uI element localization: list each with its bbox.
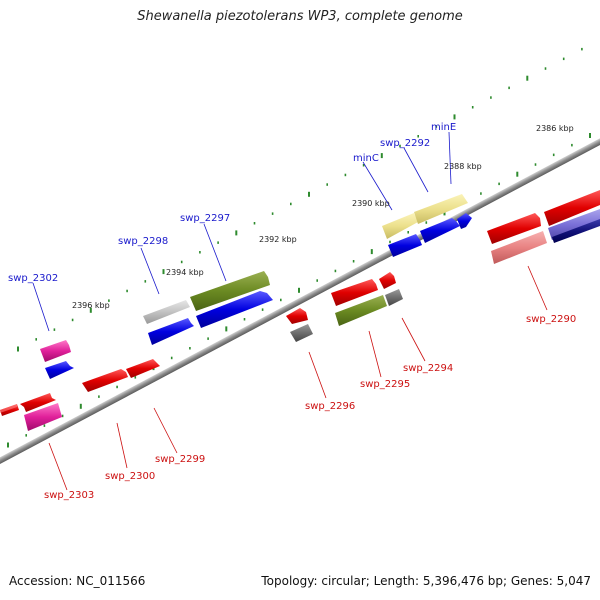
gene-label: swp_2290 [526,314,576,325]
gene-label: minC [353,153,379,164]
kbp-labels: 2386 kbp 2388 kbp 2390 kbp 2392 kbp 2394… [72,124,574,310]
gene-arrow[interactable] [544,190,600,226]
gene-arrow[interactable] [552,219,600,243]
gene-label: swp_2302 [8,273,58,284]
gene-arrow[interactable] [420,218,460,243]
gene-arrow[interactable] [335,295,387,326]
gene-labels-bottom: swp_2290 swp_2294 swp_2295 swp_2296 swp_… [44,314,576,501]
kbp-label: 2390 kbp [352,199,390,208]
reverse-strand-genes [24,190,600,431]
gene-arrow[interactable] [382,213,418,239]
gene-arrow[interactable] [487,213,541,244]
gene-arrow[interactable] [143,300,190,324]
forward-strand-genes [0,194,472,416]
gene-label: swp_2299 [155,454,205,465]
gene-arrow[interactable] [414,194,468,224]
kbp-label: 2388 kbp [444,162,482,171]
gene-arrow[interactable] [457,213,472,229]
gene-arrow[interactable] [0,404,19,416]
gene-label: swp_2295 [360,379,410,390]
gene-label: minE [431,122,456,133]
gene-arrow[interactable] [290,324,313,342]
leader-lines-bottom [48,265,548,491]
gene-arrow[interactable] [388,234,422,257]
gene-label: swp_2298 [118,236,168,247]
gene-label: swp_2303 [44,490,94,501]
tick-row-upper [17,47,583,352]
map-title: Shewanella piezotolerans WP3, complete g… [137,9,463,24]
genome-summary: Topology: circular; Length: 5,396,476 bp… [261,574,591,588]
accession-text: Accession: NC_011566 [9,574,146,588]
gene-arrow[interactable] [20,393,56,412]
genome-backbone [0,101,600,501]
gene-arrow[interactable] [286,308,308,324]
kbp-label: 2386 kbp [536,124,574,133]
tick-row-lower [7,133,591,448]
gene-labels-top: minE swp_2292 minC swp_2297 swp_2298 swp… [8,122,456,284]
gene-arrow[interactable] [40,340,71,362]
gene-arrow[interactable] [379,272,396,289]
kbp-label: 2394 kbp [166,268,204,277]
gene-arrow[interactable] [82,369,128,392]
gene-arrow[interactable] [148,318,194,345]
gene-arrow[interactable] [45,361,74,379]
gene-arrow[interactable] [385,289,403,306]
kbp-label: 2392 kbp [259,235,297,244]
gene-arrow[interactable] [491,231,547,264]
gene-label: swp_2296 [305,401,355,412]
gene-arrow[interactable] [548,209,600,240]
gene-label: swp_2297 [180,213,230,224]
gene-arrow[interactable] [190,271,270,311]
leader-lines-top [32,131,452,332]
kbp-label: 2396 kbp [72,301,110,310]
gene-arrow[interactable] [126,359,160,378]
gene-label: swp_2300 [105,471,155,482]
gene-arrow[interactable] [331,279,378,306]
gene-label: swp_2292 [380,138,430,149]
gene-arrow[interactable] [196,291,273,328]
gene-arrow[interactable] [24,403,62,431]
gene-label: swp_2294 [403,363,453,374]
